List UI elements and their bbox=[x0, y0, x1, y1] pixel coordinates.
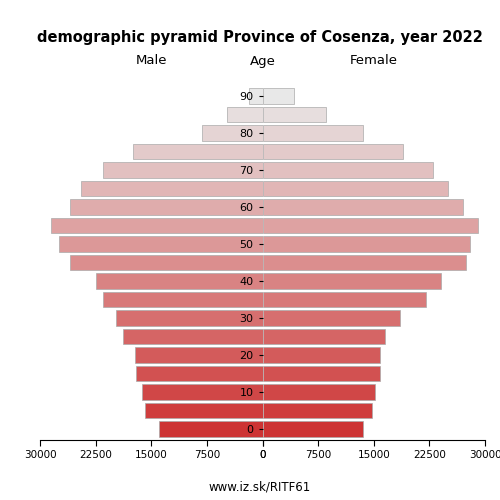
Bar bbox=[81, 180, 262, 196]
Bar bbox=[116, 310, 262, 326]
Bar bbox=[249, 88, 262, 104]
Bar bbox=[96, 273, 262, 289]
Bar bbox=[262, 402, 372, 418]
Bar bbox=[262, 310, 400, 326]
Bar bbox=[262, 273, 440, 289]
Bar bbox=[262, 88, 294, 104]
Bar bbox=[262, 125, 362, 141]
Bar bbox=[51, 218, 262, 234]
Bar bbox=[136, 366, 262, 382]
Bar bbox=[262, 292, 426, 308]
Bar bbox=[262, 384, 375, 400]
Bar bbox=[262, 328, 385, 344]
Bar bbox=[135, 347, 262, 363]
Bar bbox=[262, 421, 362, 437]
Bar bbox=[142, 384, 262, 400]
Text: Female: Female bbox=[350, 54, 398, 68]
Text: demographic pyramid Province of Cosenza, year 2022: demographic pyramid Province of Cosenza,… bbox=[37, 30, 483, 45]
Bar bbox=[262, 199, 463, 215]
Bar bbox=[103, 292, 262, 308]
Bar bbox=[262, 347, 380, 363]
Bar bbox=[123, 328, 262, 344]
Text: www.iz.sk/RITF61: www.iz.sk/RITF61 bbox=[209, 480, 311, 493]
Bar bbox=[262, 180, 448, 196]
Bar bbox=[146, 402, 262, 418]
Bar bbox=[70, 199, 262, 215]
Text: Male: Male bbox=[136, 54, 167, 68]
Bar bbox=[70, 254, 262, 270]
Text: Age: Age bbox=[250, 54, 276, 68]
Bar bbox=[158, 421, 262, 437]
Bar bbox=[262, 236, 470, 252]
Bar bbox=[103, 162, 262, 178]
Bar bbox=[227, 106, 262, 122]
Bar bbox=[132, 144, 262, 160]
Bar bbox=[262, 254, 466, 270]
Bar bbox=[262, 106, 326, 122]
Bar bbox=[58, 236, 262, 252]
Bar bbox=[202, 125, 262, 141]
Bar bbox=[262, 144, 404, 160]
Bar bbox=[262, 218, 478, 234]
Bar bbox=[262, 366, 380, 382]
Bar bbox=[262, 162, 433, 178]
